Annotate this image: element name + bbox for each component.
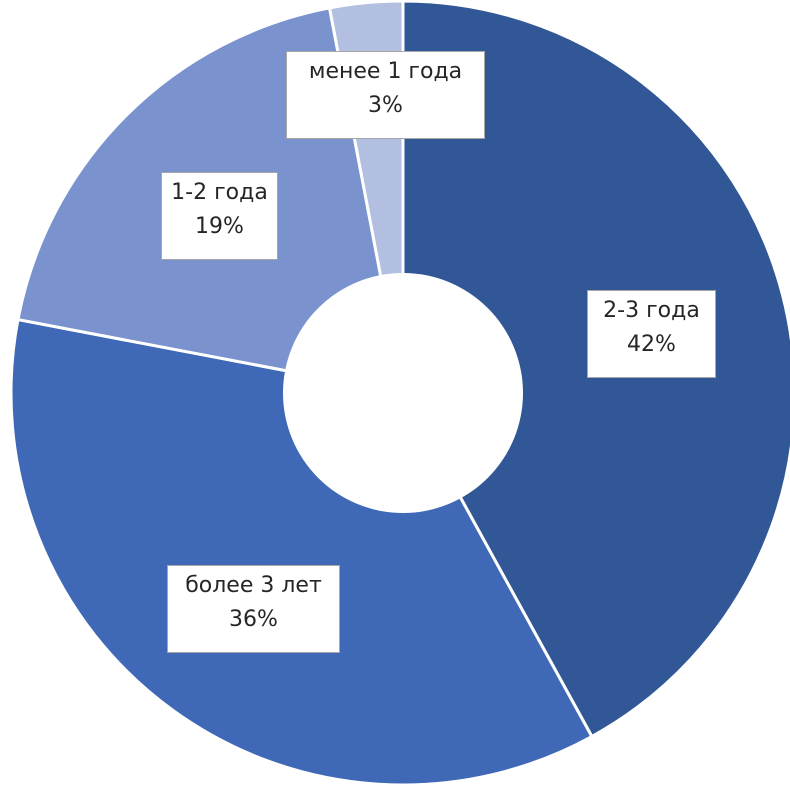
data-label-category: 2-3 года <box>603 298 700 323</box>
data-label-percent: 3% <box>368 93 403 118</box>
data-label-category: менее 1 года <box>308 59 463 84</box>
slice-over-3-years <box>9 318 594 787</box>
donut-hole <box>283 273 523 513</box>
data-label-percent: 36% <box>229 607 278 632</box>
data-label-2-3-years: 2-3 года 42% <box>587 290 716 378</box>
data-label-under-1-year: менее 1 года 3% <box>286 51 485 139</box>
data-label-percent: 19% <box>195 214 244 239</box>
data-label-percent: 42% <box>627 332 676 357</box>
data-label-over-3-years: более 3 лет 36% <box>167 565 340 653</box>
data-label-category: более 3 лет <box>185 573 322 598</box>
data-label-category: 1-2 года <box>171 180 268 205</box>
data-label-1-2-years: 1-2 года 19% <box>161 172 278 260</box>
